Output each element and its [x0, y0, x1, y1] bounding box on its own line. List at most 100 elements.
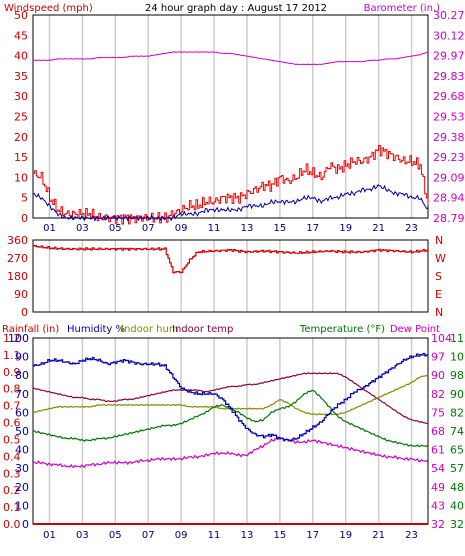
wind-direction-series	[33, 244, 429, 274]
barometer-tick-label: 29.68	[433, 90, 465, 103]
windspeed-tick-label: 5	[21, 192, 28, 205]
top-x-tick-label: 21	[372, 223, 385, 234]
barometer-tick-label: 30.27	[433, 9, 465, 22]
temp-b-tick-label: 40	[450, 499, 464, 512]
barometer-axis-title: Barometer (in.)	[364, 3, 440, 14]
rain-tick-label: 1.2	[3, 332, 21, 345]
direction-degrees-tick-label: 270	[7, 252, 28, 265]
rain-tick-label: 0.8	[3, 383, 21, 396]
temp-a-tick-label: 75	[431, 406, 445, 419]
temp-a-tick-label: 54	[431, 462, 445, 475]
direction-degrees-tick-label: 360	[7, 234, 28, 247]
rain-tick-label: 0.0	[3, 518, 21, 531]
humidity-tick-label: 70	[15, 388, 29, 401]
direction-degrees-tick-label: 180	[7, 270, 28, 283]
windspeed-tick-label: 50	[14, 9, 28, 22]
temp-b-tick-label: 32	[450, 518, 464, 531]
top-x-tick-label: 07	[142, 223, 155, 234]
temp-b-tick-label: 82	[450, 406, 464, 419]
temperature-series	[33, 389, 429, 447]
temp-b-tick-label: 74	[450, 425, 464, 438]
rain-tick-label: 1.1	[3, 349, 21, 362]
bot-x-tick-label: 23	[405, 530, 418, 541]
windspeed-tick-label: 25	[14, 111, 28, 124]
temp-b-tick-label: 115	[450, 332, 465, 345]
bot-x-tick-label: 09	[175, 530, 188, 541]
windspeed-tick-label: 15	[14, 151, 28, 164]
temp-a-tick-label: 97	[431, 351, 445, 364]
barometer-tick-label: 29.09	[433, 171, 465, 184]
humidity-tick-label: 80	[15, 369, 29, 382]
top-frame	[32, 14, 429, 219]
legend-indoor_hum: Indoor hum	[121, 324, 179, 335]
windspeed-tick-label: 30	[14, 90, 28, 103]
top-x-tick-label: 11	[208, 223, 221, 234]
top-x-tick-label: 17	[306, 223, 319, 234]
top-x-tick-label: 13	[241, 223, 254, 234]
dewpoint-series	[32, 437, 429, 469]
humidity-tick-label: 50	[15, 425, 29, 438]
barometer-tick-label: 29.83	[433, 70, 465, 83]
gust-series	[33, 145, 429, 225]
bot-x-tick-label: 05	[109, 530, 122, 541]
temp-b-tick-label: 65	[450, 444, 464, 457]
rain-tick-label: 0.7	[3, 400, 21, 413]
temp-a-tick-label: 90	[431, 369, 445, 382]
rain-tick-label: 0.4	[3, 450, 21, 463]
bot-x-tick-label: 03	[76, 530, 89, 541]
direction-degrees-tick-label: 0	[21, 306, 28, 319]
top-x-tick-label: 01	[43, 223, 56, 234]
humidity-tick-label: 60	[15, 406, 29, 419]
direction-compass-tick-label: S	[435, 270, 442, 283]
top-x-tick-label: 23	[405, 223, 418, 234]
windspeed-axis-title: Windspeed (mph)	[4, 3, 93, 14]
rain-tick-label: 0.5	[3, 433, 21, 446]
direction-compass-tick-label: N	[435, 306, 443, 319]
legend: Rainfall (in) Humidity %Indoor humIndoor …	[2, 324, 440, 335]
temp-b-tick-label: 98	[450, 369, 464, 382]
barometer-tick-label: 28.94	[433, 192, 465, 205]
direction-compass-tick-label: W	[435, 252, 446, 265]
temp-b-tick-label: 57	[450, 462, 464, 475]
humidity-tick-label: 100	[8, 332, 29, 345]
rain-tick-label: 0.1	[3, 501, 21, 514]
windspeed-tick-label: 10	[14, 171, 28, 184]
direction-degrees-tick-label: 90	[14, 288, 28, 301]
temp-a-tick-label: 104	[431, 332, 452, 345]
bot-x-tick-label: 13	[241, 530, 254, 541]
humidity-series	[33, 352, 429, 442]
top-x-tick-label: 05	[109, 223, 122, 234]
humidity-tick-label: 0	[22, 518, 29, 531]
top-x-tick-label: 03	[76, 223, 89, 234]
temp-a-tick-label: 32	[431, 518, 445, 531]
bot-x-tick-label: 17	[306, 530, 319, 541]
humidity-tick-label: 10	[15, 499, 29, 512]
temp-a-tick-label: 49	[431, 481, 445, 494]
temp-humidity-panel: 0.00.10.20.30.40.50.60.70.80.91.11.20102…	[3, 332, 465, 541]
windspeed-tick-label: 35	[14, 70, 28, 83]
barometer-tick-label: 29.53	[433, 111, 465, 124]
temp-a-tick-label: 68	[431, 425, 445, 438]
humidity-tick-label: 30	[15, 462, 29, 475]
direction-compass-tick-label: N	[435, 234, 443, 247]
legend-temp: Temperature (°F)	[299, 324, 385, 335]
barometer-tick-label: 29.97	[433, 50, 465, 63]
temp-a-tick-label: 61	[431, 444, 445, 457]
mid-frame	[32, 239, 429, 313]
barometer-series	[32, 51, 429, 66]
temp-a-tick-label: 82	[431, 388, 445, 401]
direction-compass-tick-label: E	[435, 288, 442, 301]
top-x-tick-label: 15	[274, 223, 287, 234]
temp-b-tick-label: 48	[450, 481, 464, 494]
bot-x-tick-label: 07	[142, 530, 155, 541]
bot-x-tick-label: 01	[43, 530, 56, 541]
barometer-tick-label: 28.79	[433, 212, 465, 225]
legend-humidity: Humidity %	[67, 324, 125, 335]
humidity-tick-label: 20	[15, 481, 29, 494]
top-x-tick-label: 09	[175, 223, 188, 234]
barometer-tick-label: 29.23	[433, 151, 465, 164]
windspeed-tick-label: 0	[21, 212, 28, 225]
